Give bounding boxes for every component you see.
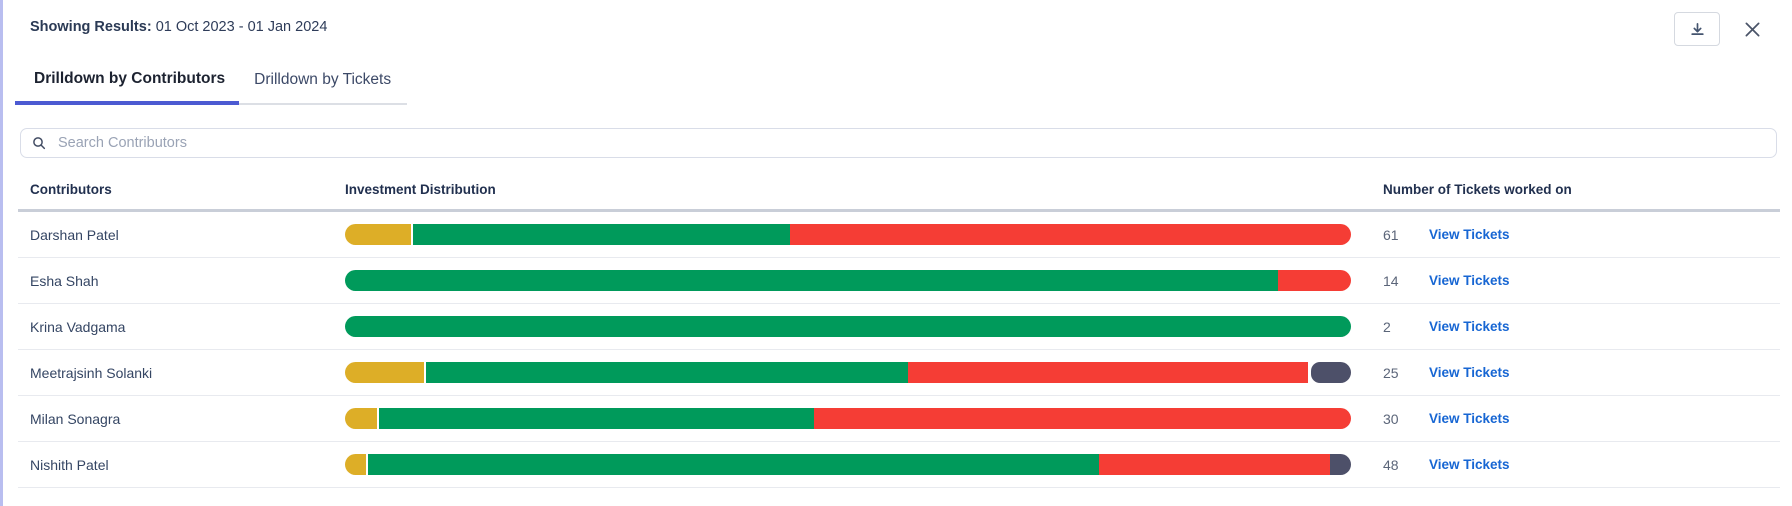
top-actions [1674, 12, 1770, 46]
green-bar-segment [413, 224, 790, 245]
top-bar: Showing Results: 01 Oct 2023 - 01 Jan 20… [3, 12, 1792, 46]
close-icon [1742, 19, 1763, 40]
investment-bar-cell [345, 316, 1383, 337]
green-bar-segment [426, 362, 908, 383]
view-tickets-link[interactable]: View Tickets [1429, 319, 1510, 334]
dark-bar-segment [1329, 454, 1351, 475]
investment-distribution-bar [345, 362, 1351, 383]
investment-bar-cell [345, 270, 1383, 291]
view-tickets-link[interactable]: View Tickets [1429, 457, 1510, 472]
contributor-name: Darshan Patel [30, 226, 119, 243]
view-tickets-link[interactable]: View Tickets [1429, 411, 1510, 426]
investment-distribution-bar [345, 454, 1351, 475]
search-icon [33, 137, 46, 150]
left-accent-line [0, 0, 3, 506]
green-bar-segment [379, 408, 814, 429]
tab-drilldown-by-tickets[interactable]: Drilldown by Tickets [239, 71, 408, 105]
contributor-name: Meetrajsinh Solanki [30, 364, 153, 381]
table-row: Nishith Patel 48 View Tickets [18, 442, 1780, 488]
search-box[interactable] [20, 128, 1777, 158]
contributor-name: Esha Shah [30, 272, 99, 289]
date-range: 01 Oct 2023 - 01 Jan 2024 [155, 19, 328, 35]
showing-results-label: Showing Results: [30, 19, 152, 35]
yellow-bar-segment [345, 454, 367, 475]
green-bar-segment [368, 454, 1099, 475]
view-tickets-link[interactable]: View Tickets [1429, 273, 1510, 288]
column-header-investment-distribution: Investment Distribution [345, 182, 496, 197]
yellow-bar-segment [345, 362, 425, 383]
red-bar-segment [1277, 270, 1351, 291]
red-bar-segment [789, 224, 1351, 245]
table-body: Darshan Patel 61 View Tickets Esha Shah 14 Vi… [0, 212, 1792, 488]
yellow-bar-segment [345, 224, 412, 245]
tab-drilldown-by-contributors[interactable]: Drilldown by Contributors [15, 70, 240, 105]
view-tickets-link[interactable]: View Tickets [1429, 365, 1510, 380]
table-header: Contributors Investment Distribution Num… [18, 182, 1780, 212]
close-button[interactable] [1734, 12, 1770, 46]
ticket-count: 14 [1383, 272, 1399, 289]
investment-bar-cell [345, 362, 1383, 383]
investment-distribution-bar [345, 270, 1351, 291]
investment-distribution-bar [345, 408, 1351, 429]
green-bar-segment [345, 270, 1278, 291]
column-header-contributors: Contributors [30, 182, 112, 197]
investment-bar-cell [345, 408, 1383, 429]
ticket-count: 30 [1383, 410, 1399, 427]
download-icon [1689, 21, 1706, 38]
investment-distribution-bar [345, 224, 1351, 245]
tab-bar: Drilldown by Contributors Drilldown by T… [15, 70, 408, 105]
contributor-name: Krina Vadgama [30, 318, 126, 335]
showing-results-text: Showing Results: 01 Oct 2023 - 01 Jan 20… [30, 12, 327, 35]
investment-bar-cell [345, 224, 1383, 245]
contributor-name: Nishith Patel [30, 456, 109, 473]
download-button[interactable] [1674, 12, 1720, 46]
investment-distribution-bar [345, 316, 1351, 337]
contributor-name: Milan Sonagra [30, 410, 121, 427]
table-row: Krina Vadgama 2 View Tickets [18, 304, 1780, 350]
table-row: Meetrajsinh Solanki 25 View Tickets [18, 350, 1780, 396]
ticket-count: 48 [1383, 456, 1399, 473]
dark-bar-segment [1310, 362, 1351, 383]
green-bar-segment [345, 316, 1351, 337]
table-row: Darshan Patel 61 View Tickets [18, 212, 1780, 258]
investment-bar-cell [345, 454, 1383, 475]
contributors-table: Contributors Investment Distribution Num… [0, 182, 1792, 488]
ticket-count: 25 [1383, 364, 1399, 381]
red-bar-segment [813, 408, 1351, 429]
table-row: Esha Shah 14 View Tickets [18, 258, 1780, 304]
red-bar-segment [1099, 454, 1330, 475]
view-tickets-link[interactable]: View Tickets [1429, 227, 1510, 242]
column-header-tickets-worked-on: Number of Tickets worked on [1383, 182, 1572, 197]
ticket-count: 2 [1383, 318, 1391, 335]
yellow-bar-segment [345, 408, 378, 429]
search-input[interactable] [56, 134, 1766, 152]
red-bar-segment [907, 362, 1308, 383]
table-row: Milan Sonagra 30 View Tickets [18, 396, 1780, 442]
ticket-count: 61 [1383, 226, 1399, 243]
